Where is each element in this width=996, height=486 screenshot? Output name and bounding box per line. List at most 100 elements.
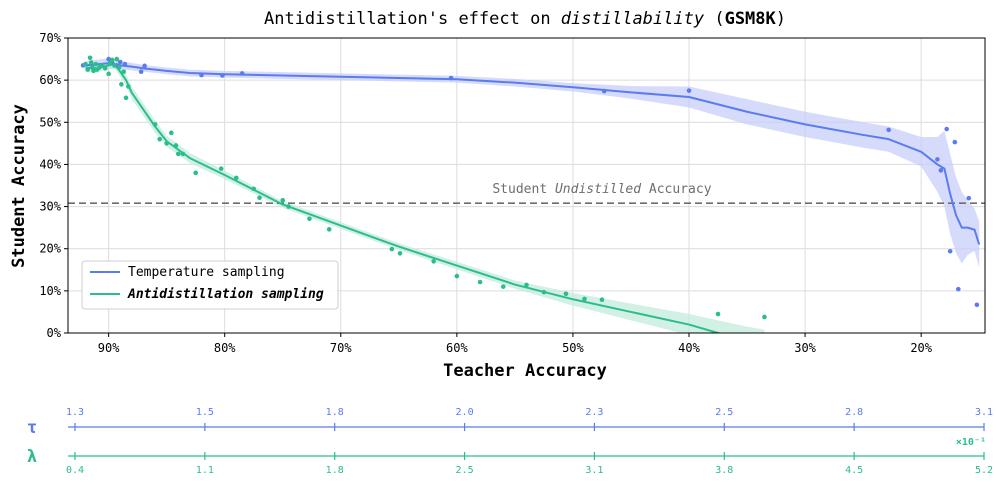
point-antidistillation-6: [93, 61, 99, 67]
point-antidistillation-30: [234, 175, 239, 181]
point-antidistillation-26: [175, 151, 181, 157]
title-italic: distillability: [561, 9, 705, 29]
confidence-bands: [85, 58, 980, 333]
point-antidistillation-0: [83, 61, 88, 67]
point-antidistillation-40: [454, 273, 460, 279]
tau-symbol: τ: [27, 418, 37, 438]
point-temperature-8: [199, 72, 204, 78]
point-antidistillation-49: [762, 314, 767, 320]
data-points: [80, 55, 980, 320]
point-antidistillation-25: [173, 143, 179, 148]
point-antidistillation-36: [326, 227, 332, 232]
tau-tick-label-0: 1.3: [66, 407, 84, 418]
y-tick-label-3: 30%: [39, 200, 61, 214]
x-tick-label-2: 70%: [330, 341, 352, 355]
y-tick-label-0: 0%: [47, 326, 62, 340]
point-antidistillation-23: [164, 141, 169, 146]
point-antidistillation-2: [87, 55, 93, 61]
tau-scale: 1.3 1.5 1.8 2.0 2.3 2.5 2.8 3.1: [66, 407, 993, 431]
legend-box: [81, 260, 339, 310]
line-temperature: [85, 62, 981, 245]
band-antidistillation: [85, 59, 765, 333]
point-antidistillation-19: [123, 95, 129, 101]
tau-tick-label-7: 3.1: [975, 407, 993, 418]
tau-tick-label-4: 2.3: [585, 407, 603, 418]
point-temperature-20: [956, 286, 961, 292]
point-antidistillation-31: [251, 186, 257, 192]
point-antidistillation-37: [389, 246, 395, 252]
lambda-tick-label-1: 1.1: [196, 465, 214, 476]
point-antidistillation-10: [102, 66, 108, 71]
tau-tick-label-3: 2.0: [456, 407, 474, 418]
point-antidistillation-11: [106, 71, 111, 77]
reference-label-italic: Undistilled: [555, 182, 641, 197]
y-tick-label-7: 70%: [39, 31, 61, 45]
y-tick-label-1: 10%: [39, 284, 61, 298]
point-temperature-9: [220, 73, 225, 78]
plot-area: Student Undistilled Accuracy 90% 80% 70% 60…: [39, 31, 986, 355]
reference-label-suffix: Accuracy: [641, 182, 712, 197]
tau-tick-label-1: 1.5: [196, 407, 214, 418]
point-temperature-13: [686, 88, 692, 93]
point-antidistillation-46: [582, 296, 587, 302]
lambda-tick-label-4: 3.1: [585, 465, 603, 476]
tau-tick-label-6: 2.8: [845, 407, 863, 418]
legend-label-antidistillation: Antidistillation sampling: [127, 287, 324, 302]
x-axis-label: Teacher Accuracy: [443, 361, 607, 381]
point-antidistillation-39: [431, 259, 436, 264]
chart-title: Antidistillation's effect on distillabil…: [264, 9, 786, 29]
reference-label: Student Undistilled Accuracy: [492, 182, 711, 197]
title-open: (: [704, 9, 724, 29]
point-temperature-16: [938, 168, 944, 173]
point-antidistillation-20: [126, 84, 131, 89]
y-tick-label-2: 20%: [39, 242, 61, 256]
point-temperature-6: [138, 69, 144, 75]
lambda-symbol: λ: [27, 447, 37, 467]
point-antidistillation-14: [112, 63, 117, 68]
point-antidistillation-45: [563, 291, 569, 297]
point-temperature-21: [966, 195, 972, 201]
point-antidistillation-38: [397, 251, 403, 256]
point-temperature-10: [239, 71, 245, 76]
point-antidistillation-44: [541, 289, 547, 295]
point-antidistillation-21: [152, 122, 158, 127]
lambda-tick-label-5: 3.8: [715, 465, 733, 476]
point-antidistillation-33: [280, 197, 286, 203]
y-tick-label-6: 60%: [39, 73, 61, 87]
lambda-tick-label-3: 2.5: [456, 465, 474, 476]
point-antidistillation-13: [109, 57, 115, 63]
tau-tick-label-2: 1.8: [326, 407, 344, 418]
y-axis-label: Student Accuracy: [9, 104, 29, 268]
lambda-scale: 0.4 1.1 1.8 2.5 3.1 3.8 4.5 5.2: [66, 452, 993, 476]
point-temperature-1: [106, 56, 111, 62]
point-temperature-5: [122, 61, 128, 67]
point-temperature-22: [974, 302, 980, 308]
point-antidistillation-22: [157, 136, 162, 142]
point-temperature-18: [947, 248, 953, 254]
point-antidistillation-3: [88, 60, 94, 65]
point-temperature-17: [944, 126, 949, 132]
point-antidistillation-27: [180, 151, 186, 157]
x-tick-label-6: 30%: [794, 341, 816, 355]
point-temperature-11: [448, 75, 454, 81]
x-tick-label-4: 50%: [562, 341, 584, 355]
point-antidistillation-41: [477, 279, 483, 285]
lambda-tick-label-6: 4.5: [845, 465, 863, 476]
x-tick-label-1: 80%: [214, 341, 236, 355]
x-ticks: 90% 80% 70% 60% 50% 40% 30% 20%: [98, 333, 933, 355]
point-temperature-7: [142, 63, 147, 69]
title-prefix: Antidistillation's effect on: [264, 9, 561, 29]
point-antidistillation-24: [169, 130, 174, 136]
x-tick-label-7: 20%: [910, 341, 932, 355]
point-antidistillation-48: [715, 311, 721, 317]
parameter-scales: τ λ ×10⁻¹ 1.3 1.5 1.8 2.0 2.3 2.5 2.8 3.1 0.4 1.…: [27, 407, 993, 476]
y-tick-label-5: 50%: [39, 115, 61, 129]
lambda-multiplier: ×10⁻¹: [956, 437, 986, 448]
point-antidistillation-15: [114, 56, 120, 62]
legend: Temperature sampling Antidistillation sa…: [81, 260, 339, 310]
point-antidistillation-9: [99, 63, 104, 68]
title-bold: GSM8K: [725, 9, 777, 29]
point-antidistillation-5: [91, 68, 96, 74]
point-antidistillation-43: [524, 282, 529, 288]
